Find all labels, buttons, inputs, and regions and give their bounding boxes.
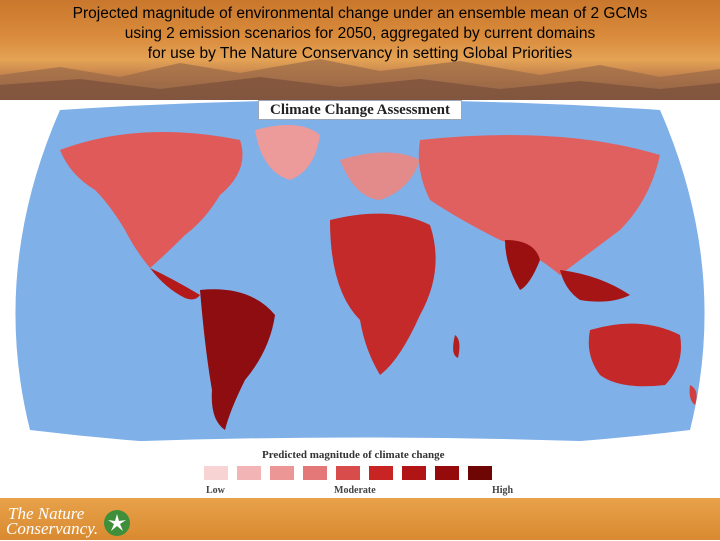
logo-text: The Nature Conservancy. [6,504,99,538]
africa-shape [330,213,436,375]
legend-labels: Low Moderate High [204,485,526,499]
south-america-shape [200,289,275,430]
australia-shape [588,323,681,387]
europe-shape [340,152,420,200]
map-title: Climate Change Assessment [258,100,462,120]
header-line-3: for use by The Nature Conservancy in set… [147,45,573,62]
north-america-shape [60,132,243,268]
legend-swatch-1 [204,466,228,480]
legend-swatch-6 [369,466,393,480]
leaf-icon [104,510,130,536]
greenland-shape [255,125,320,180]
india-shape [505,240,540,290]
legend-swatches [204,466,492,480]
legend-high-label: High [492,485,514,496]
logo-line-1: The Nature [8,504,85,523]
antarctica-shape [40,437,680,498]
central-america-shape [150,268,200,300]
header-text: Projected magnitude of environmental cha… [0,4,720,64]
legend-swatch-2 [237,466,261,480]
map-frame [0,100,720,498]
header-banner: Projected magnitude of environmental cha… [0,0,720,100]
legend-swatch-3 [270,466,294,480]
legend-title: Predicted magnitude of climate change [262,449,445,461]
legend-moderate-label: Moderate [334,485,376,496]
legend-swatch-8 [435,466,459,480]
header-line-1: Projected magnitude of environmental cha… [72,5,648,22]
hills-silhouette [0,59,720,100]
tnc-logo[interactable]: The Nature Conservancy. [6,504,130,540]
legend-swatch-7 [402,466,426,480]
header-line-2: using 2 emission scenarios for 2050, agg… [124,25,596,42]
logo-line-2: Conservancy. [6,519,99,538]
new-zealand-shape [689,385,697,405]
legend-low-label: Low [206,485,225,496]
world-map [15,100,705,498]
legend-swatch-5 [336,466,360,480]
se-asia-shape [560,270,630,302]
legend-swatch-4 [303,466,327,480]
legend-swatch-9 [468,466,492,480]
madagascar-shape [453,335,460,358]
asia-shape [418,135,660,275]
